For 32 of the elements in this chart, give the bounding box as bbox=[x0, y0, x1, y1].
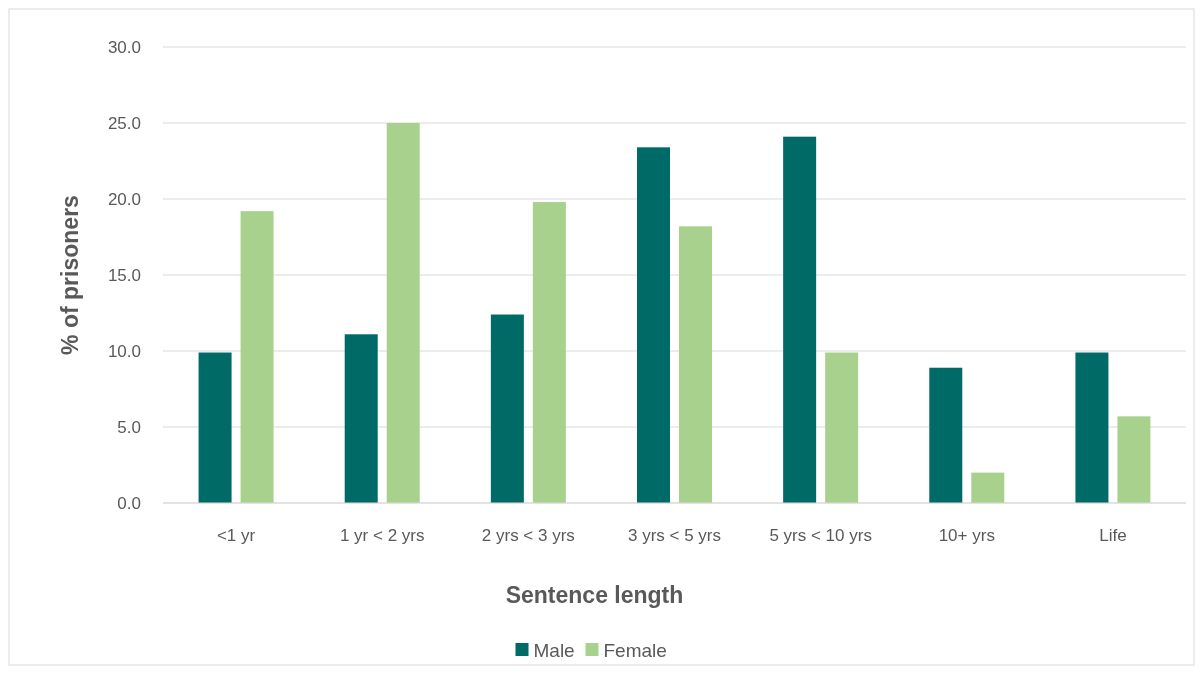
x-tick-label: Life bbox=[1099, 526, 1127, 545]
x-tick-label: <1 yr bbox=[216, 526, 256, 545]
y-axis-title: % of prisoners bbox=[57, 195, 83, 355]
bar bbox=[971, 472, 1005, 503]
bar bbox=[386, 123, 420, 503]
bar bbox=[240, 211, 274, 503]
x-tick-label: 2 yrs < 3 yrs bbox=[481, 526, 575, 545]
bar bbox=[929, 367, 963, 503]
y-tick-label: 25.0 bbox=[107, 113, 141, 133]
bar bbox=[679, 226, 712, 503]
x-tick-label: 10+ yrs bbox=[938, 526, 995, 545]
y-tick-label: 10.0 bbox=[107, 341, 141, 361]
y-tick-label: 30.0 bbox=[107, 37, 141, 57]
y-tick-label: 0.0 bbox=[117, 493, 141, 513]
x-tick-label: 1 yr < 2 yrs bbox=[339, 526, 425, 545]
bar bbox=[344, 334, 378, 503]
bar bbox=[783, 136, 817, 503]
bar bbox=[637, 147, 670, 503]
legend-label: Female bbox=[603, 639, 667, 661]
bar bbox=[825, 352, 859, 503]
bar bbox=[490, 314, 524, 503]
x-tick-label: 5 yrs < 10 yrs bbox=[769, 526, 872, 545]
bar bbox=[1117, 416, 1151, 503]
x-tick-label: 3 yrs < 5 yrs bbox=[627, 526, 722, 545]
bar bbox=[1075, 352, 1109, 503]
y-tick-label: 15.0 bbox=[107, 265, 141, 285]
y-tick-label: 5.0 bbox=[117, 417, 141, 437]
legend-label: Male bbox=[533, 639, 575, 661]
y-tick-label: 20.0 bbox=[107, 189, 141, 209]
bar bbox=[532, 202, 566, 503]
bar bbox=[198, 352, 232, 503]
x-axis-title: Sentence length bbox=[505, 582, 684, 608]
